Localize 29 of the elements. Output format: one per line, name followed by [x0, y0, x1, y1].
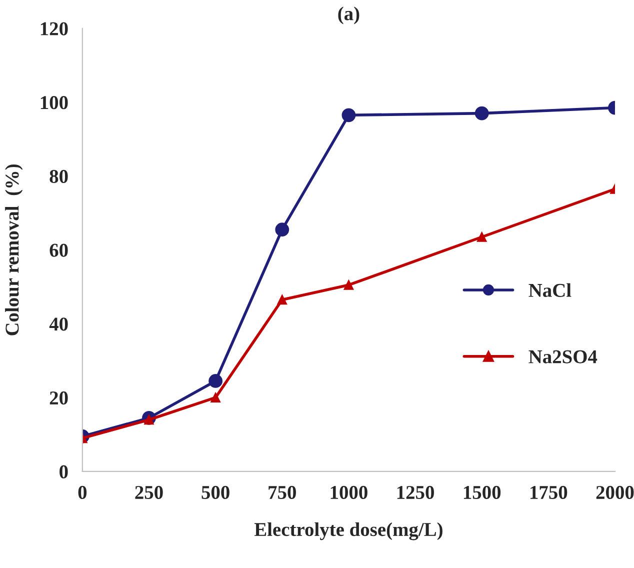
y-tick-label: 100: [40, 96, 68, 110]
x-tick-label: 250: [135, 486, 163, 500]
point: [342, 108, 356, 122]
x-tick-label: 500: [202, 486, 230, 500]
y-tick-label: 20: [50, 391, 68, 405]
point: [474, 106, 489, 120]
point: [210, 392, 220, 402]
y-tick-label: 120: [40, 22, 68, 36]
y-tick-label: 0: [60, 465, 68, 478]
x-tick-label: 1750: [530, 486, 568, 500]
x-tick-label: 2000: [596, 486, 634, 500]
x-tick-label: 750: [268, 486, 296, 500]
legend-label: Na2SO4: [528, 350, 598, 364]
point: [476, 232, 487, 242]
point: [275, 222, 290, 237]
x-tick-label: 1500: [464, 486, 501, 500]
x-tick-label: 0: [78, 486, 87, 500]
x-tick-label: 1250: [397, 486, 434, 500]
point: [208, 374, 223, 388]
point: [277, 294, 287, 305]
y-tick-label: 60: [50, 244, 68, 257]
chart-title: (a): [338, 6, 360, 24]
x-axis-title: Electrolyte dose(mg/L): [254, 522, 442, 540]
y-tick-label: 80: [50, 170, 68, 184]
y-tick-label: 40: [49, 318, 68, 331]
x-tick-label: 1000: [330, 486, 368, 500]
point: [344, 280, 354, 290]
y-axis-title: Colour removal (%): [5, 164, 23, 336]
legend-label: NaCl: [528, 283, 572, 297]
